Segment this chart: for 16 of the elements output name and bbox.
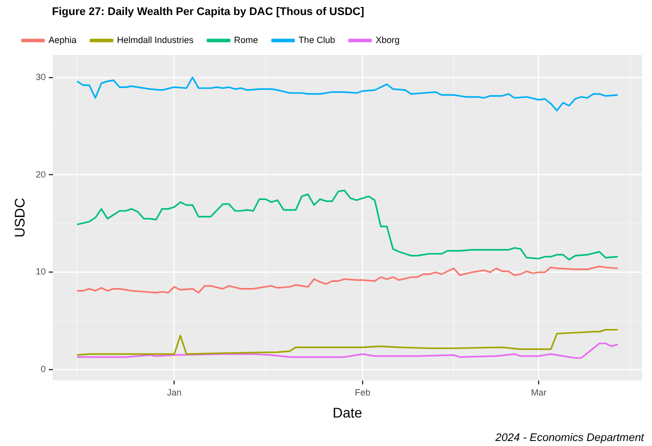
chart-title: Figure 27: Daily Wealth Per Capita by DAC [Thous of USDC]: [52, 6, 364, 18]
y-tick-label: 0: [40, 364, 46, 374]
text: 2024 - Economics Department: [495, 432, 644, 444]
legend-label: Aephia: [48, 34, 77, 45]
legend-label: Xborg: [376, 34, 400, 45]
y-tick-label: 10: [36, 266, 46, 277]
x-tick-label: Feb: [354, 387, 370, 398]
legend-label: Rome: [234, 34, 258, 45]
legend-label: The Club: [298, 34, 336, 45]
legend-label: Helmdall Industries: [117, 34, 194, 45]
x-tick-label: Jan: [167, 387, 182, 398]
y-tick-label: 30: [36, 72, 46, 82]
x-axis-title: Date: [332, 404, 362, 420]
y-axis-title: USDC: [11, 198, 28, 238]
y-tick-label: 20: [36, 169, 46, 180]
x-tick-label: Mar: [530, 387, 546, 398]
